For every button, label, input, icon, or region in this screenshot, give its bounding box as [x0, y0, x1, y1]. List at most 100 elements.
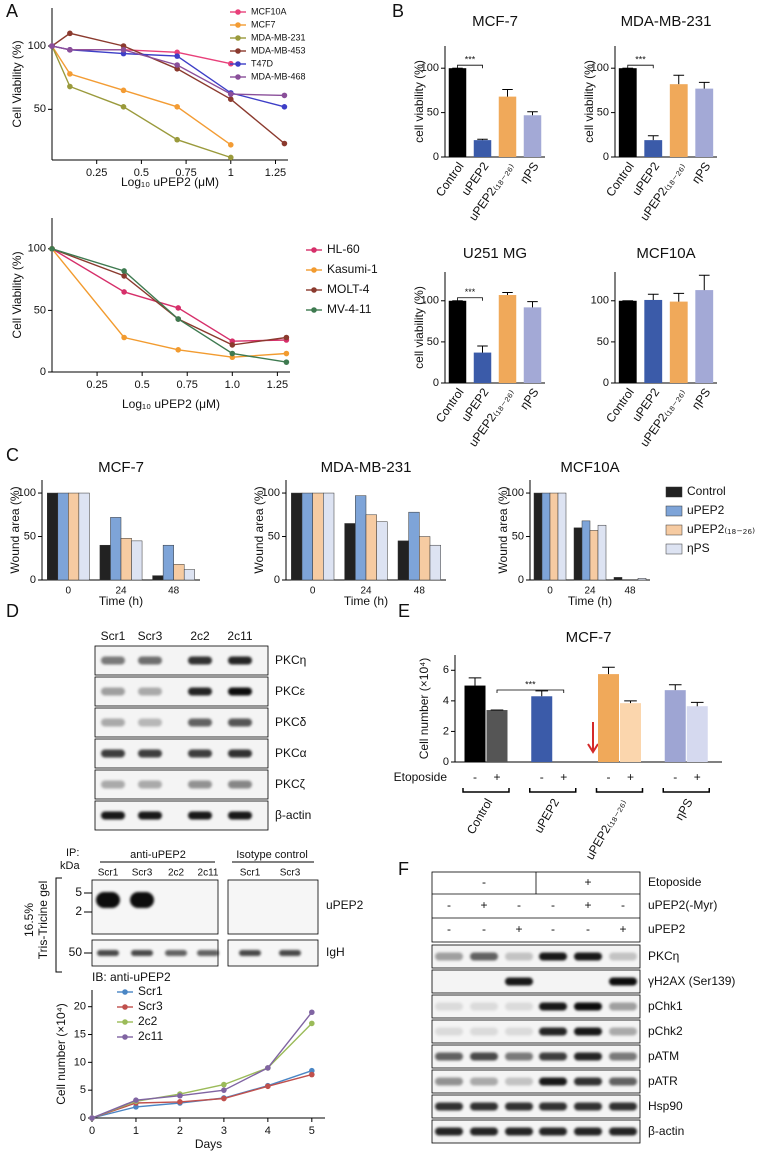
bar	[620, 703, 641, 762]
x-tick-label: 5	[309, 1125, 315, 1137]
legend-swatch	[311, 307, 317, 313]
bar	[57, 492, 69, 581]
blot-frame	[431, 1094, 641, 1119]
bar	[573, 527, 583, 581]
group-label: uPEP2	[531, 796, 562, 836]
series-line	[51, 45, 232, 159]
error-bar	[647, 135, 659, 141]
bar	[473, 140, 492, 157]
error-bar	[527, 111, 538, 116]
data-point	[133, 1104, 139, 1110]
bar	[110, 517, 122, 581]
data-point	[281, 140, 288, 147]
blot-band	[188, 656, 212, 665]
blot-frame	[431, 944, 641, 969]
data-point	[49, 43, 55, 49]
bar	[613, 577, 623, 581]
y-tick-label: 100	[28, 40, 46, 52]
blot-band	[470, 1052, 498, 1061]
x-tick-label: 0	[66, 586, 72, 597]
legend-swatch	[235, 9, 241, 15]
data-point	[49, 246, 55, 252]
cell: +	[480, 898, 487, 912]
error-bar	[502, 292, 513, 296]
blot-frame	[431, 1044, 641, 1069]
legend-swatch	[122, 1034, 128, 1040]
data-point	[229, 342, 236, 348]
series-line	[91, 1073, 312, 1119]
blot-band	[101, 687, 125, 696]
lane-label: Scr1	[98, 868, 119, 879]
significance-bracket	[457, 297, 483, 301]
data-point	[175, 305, 182, 311]
data-point	[175, 347, 182, 353]
blot-band	[435, 1077, 463, 1086]
panel-label: B	[392, 1, 404, 21]
series-line	[51, 248, 287, 346]
y-tick-label: 50	[597, 107, 609, 119]
legend-swatch	[311, 267, 317, 273]
bar	[78, 492, 90, 581]
data-point	[177, 1099, 183, 1105]
bar	[183, 569, 195, 581]
blot-band	[138, 811, 162, 820]
bar	[448, 68, 467, 157]
x-tick-label: ηPS	[517, 386, 541, 413]
blot-band	[138, 780, 162, 789]
bar	[173, 564, 185, 581]
data-point	[175, 316, 182, 322]
legend-swatch	[665, 486, 683, 498]
x-tick-label: 0.5	[135, 379, 150, 391]
blot-label: pATR	[648, 1074, 678, 1088]
blot-band	[470, 952, 498, 961]
x-tick-label: 48	[624, 586, 636, 597]
bar	[47, 492, 59, 581]
bar	[618, 300, 637, 383]
blot-band	[188, 749, 212, 758]
bar	[464, 685, 486, 762]
group-label: ηPS	[672, 796, 695, 823]
lane-label: Scr3	[132, 868, 153, 879]
blot-frame	[431, 994, 641, 1019]
bar	[397, 540, 409, 581]
legend-swatch	[235, 22, 241, 28]
series-line	[91, 1070, 313, 1119]
legend-swatch	[122, 989, 128, 995]
x-tick-label: 0.75	[175, 167, 196, 179]
blot-band	[435, 1127, 463, 1136]
y-tick-label: 15	[74, 1028, 86, 1040]
blot-band	[279, 950, 301, 956]
data-point	[120, 87, 127, 94]
bar	[597, 524, 607, 581]
error-bar	[698, 274, 710, 291]
chart-title: MCF-7	[566, 629, 612, 646]
blot-band	[505, 1102, 533, 1111]
blot-band	[101, 811, 125, 820]
bar	[291, 492, 303, 581]
data-point	[120, 47, 127, 53]
x-tick-label: 1.25	[265, 167, 286, 179]
blot-band	[97, 950, 119, 956]
blot-band	[228, 687, 252, 696]
annotation: ***	[635, 55, 646, 65]
blot-band	[138, 718, 162, 727]
data-point	[174, 53, 180, 59]
y-tick-label: 100	[421, 62, 439, 74]
blot-band	[188, 718, 212, 727]
data-point	[67, 47, 73, 53]
error-bar	[477, 345, 488, 353]
blot-band	[228, 780, 252, 789]
legend-label: T47D	[251, 58, 274, 68]
blot-label: PKCη	[275, 653, 306, 667]
x-tick-label: 24	[115, 586, 127, 597]
data-point	[121, 289, 127, 295]
cell: -	[586, 922, 590, 936]
y-tick-label: 100	[591, 295, 609, 307]
cell: -	[447, 922, 451, 936]
blot-band	[539, 1027, 567, 1036]
blot-band	[101, 718, 125, 727]
error-bar	[647, 293, 659, 300]
y-axis-label: Wound area (%)	[8, 486, 22, 573]
y-tick-label: 20	[74, 1001, 86, 1013]
blot-band	[138, 656, 162, 665]
